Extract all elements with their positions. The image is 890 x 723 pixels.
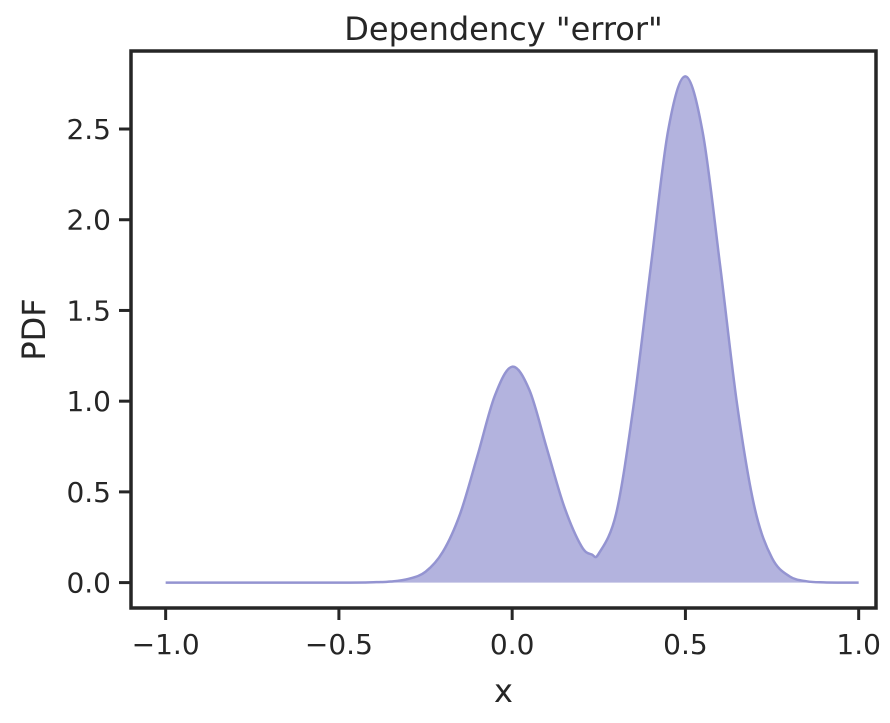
x-tick-label: −0.5 [305,628,373,661]
y-axis-label: PDF [15,298,53,360]
y-tick-label: 2.5 [66,113,111,146]
plot-area [165,75,859,584]
density-line-0 [165,75,859,584]
axis-ticks: −1.0 −0.5 0.0 0.5 1.0 0.0 0.5 1.0 1.5 2.0 2.5 [66,113,880,661]
chart-title: Dependency "error" [344,10,663,48]
y-tick-label: 0.0 [66,567,111,600]
x-tick-label: −1.0 [132,628,200,661]
y-tick-label: 0.5 [66,476,111,509]
x-tick-label: 0.5 [663,628,708,661]
y-tick-label: 1.0 [66,385,111,418]
x-tick-label: 1.0 [836,628,881,661]
x-axis-label: x [494,672,513,710]
y-tick-label: 2.0 [66,204,111,237]
x-tick-label: 0.0 [490,628,535,661]
plot-frame [129,49,878,610]
y-tick-label: 1.5 [66,294,111,327]
density-area-0 [165,76,859,583]
